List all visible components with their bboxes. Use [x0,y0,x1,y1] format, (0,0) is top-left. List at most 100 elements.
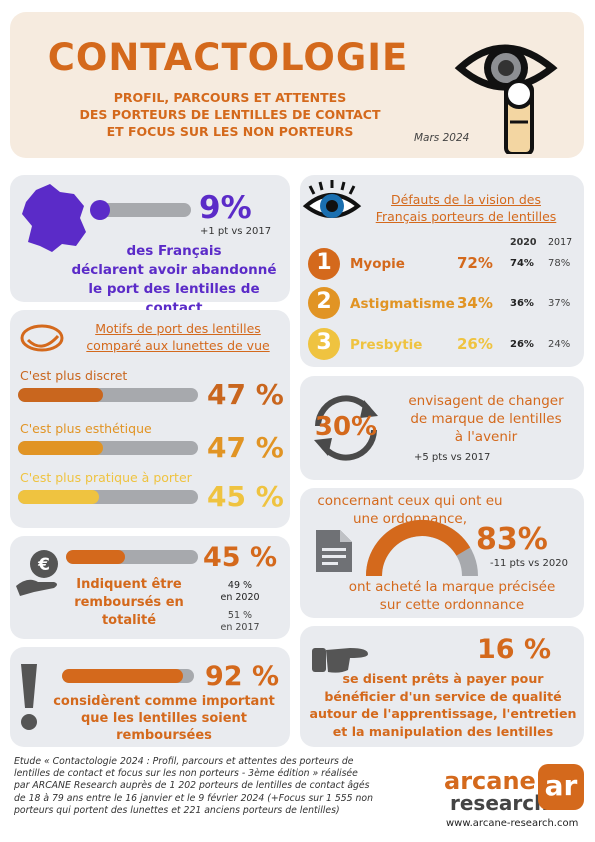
service-text-line: se disent prêts à payer pour [342,671,544,686]
france-map-icon [22,184,86,252]
pointing-hand-icon [312,648,368,673]
important-value: 92 % [205,661,280,692]
page-title: CONTACTOLOGIE [47,36,409,79]
brand-change-value: 30% [314,412,378,442]
vision-year-2017: 2017 [548,237,573,248]
vision-title-line: Défauts de la vision des [391,192,541,207]
important-bar-fill [62,669,184,683]
prescription-delta: -11 pts vs 2020 [490,558,568,569]
vision-rank-badge [308,287,340,319]
reimbursed-2017-line: en 2017 [220,622,260,633]
prescription-text-line: sur cette ordonnance [379,597,525,613]
abandon-text-line: des Français [126,243,222,259]
service-text: se disent prêts à payer pour bénéficier … [304,670,582,740]
vision-value: 34% [457,294,493,312]
service-text-line: bénéficier d'un service de qualité [324,688,562,704]
motif-bar-fill [18,388,103,402]
study-note: Etude « Contactologie 2024 : Profil, par… [14,756,434,817]
abandon-text-line: déclarent avoir abandonné [71,262,277,278]
important-text: considèrent comme important que les lent… [46,693,282,744]
reimbursed-2017-line: 51 % [227,610,253,621]
reimbursed-2020-line: en 2020 [220,592,260,603]
brand-change-card [300,376,584,480]
subtitle-line: DES PORTEURS DE LENTILLES DE CONTACT [79,107,381,122]
document-icon [316,530,352,572]
vision-2017-value: 37% [548,298,571,309]
important-bar [62,669,194,683]
brand-logo-research: research [450,791,549,815]
prescription-gauge-fill [366,520,471,577]
vision-2020-value: 36% [510,298,534,309]
prescription-text-line: ont acheté la marque précisée [348,579,556,595]
study-note-line: lentilles de contact et focus sur les no… [14,768,358,780]
reimbursed-text-line: Indiquent être [76,577,182,592]
brand-website[interactable]: www.arcane-research.com [446,818,579,829]
reimbursed-2020: 49 % en 2020 [210,580,270,604]
service-value: 16 % [477,634,552,665]
motifs-title-line: Motifs de port des lentilles [95,321,261,336]
euro-hand-icon: € [16,550,58,596]
header-date: Mars 2024 [414,132,470,144]
eye-icon [302,180,362,218]
reimbursed-text-line: remboursés en totalité [74,595,184,628]
motif-label: C'est plus esthétique [20,421,152,436]
abandon-text: des Français déclarent avoir abandonné l… [60,242,288,318]
brand-change-text: envisagent de changer de marque de lenti… [392,392,580,446]
motif-bar [18,490,198,504]
study-note-line: Etude « Contactologie 2024 : Profil, par… [14,756,354,767]
study-note-line: porteurs qui portent des lunettes et 221… [14,804,340,816]
motif-value: 45 % [207,480,284,513]
subtitle-line: PROFIL, PARCOURS ET ATTENTES [113,90,347,105]
service-text-line: et la manipulation des lentilles [332,723,554,739]
motif-bar [18,441,198,455]
motif-bar-fill [18,441,103,455]
page-subtitle: PROFIL, PARCOURS ET ATTENTES DES PORTEUR… [40,89,420,140]
vision-2020-value: 26% [510,339,534,350]
study-note-line: de 18 à 79 ans entre le 16 janvier et le… [14,792,374,804]
prescription-value: 83% [476,522,548,557]
vision-rank: 2 [316,289,332,314]
svg-text:€: € [37,555,50,575]
brand-change-text-line: de marque de lentilles [410,411,562,427]
vision-2017-value: 78% [548,258,571,269]
vision-label: Presbytie [350,337,423,353]
motif-value: 47 % [207,378,284,411]
vision-title-line: Français porteurs de lentilles [375,209,557,224]
important-card [10,647,290,747]
contact-lens-icon [20,324,64,352]
vision-year-2020: 2020 [510,237,537,248]
prescription-text: ont acheté la marque précisée sur cette … [322,578,582,614]
exclamation-icon [21,664,37,730]
abandon-bar-marker [90,200,110,220]
service-text-line: autour de l'apprentissage, l'entretien [309,706,577,721]
vision-2017-value: 24% [548,339,571,350]
vision-label: Astigmatisme [350,296,455,312]
vision-value: 72% [457,254,493,272]
reimbursed-value: 45 % [203,542,278,573]
reimbursed-2017: 51 % en 2017 [210,610,270,634]
vision-label: Myopie [350,256,405,272]
refresh-cycle-icon [314,395,378,461]
vision-value: 26% [457,335,493,353]
brand-change-delta: +5 pts vs 2017 [414,452,491,463]
important-text-line: que les lentilles soient [80,711,248,726]
motifs-title-line: comparé aux lunettes de vue [86,338,270,353]
prescription-gauge [366,520,478,577]
motif-label: C'est plus discret [20,368,128,383]
reimbursed-bar-fill [66,550,126,564]
vision-rank: 3 [316,330,332,355]
contact-lens-eye-icon [454,44,558,154]
brand-change-text-line: envisagent de changer [408,393,564,409]
reimbursed-text: Indiquent être remboursés en totalité [58,576,200,630]
reimbursed-bar [66,550,198,564]
important-text-line: remboursées [116,728,212,743]
brand-change-text-line: à l'avenir [454,429,518,445]
prescription-intro: concernant ceux qui ont eu une ordonnanc… [306,492,514,528]
reimbursed-2020-line: 49 % [227,580,253,591]
subtitle-line: ET FOCUS SUR LES NON PORTEURS [106,124,354,139]
motif-bar [18,388,198,402]
important-text-line: considèrent comme important [53,694,275,709]
prescription-intro-line: concernant ceux qui ont eu [317,493,503,509]
brand-logo-arcane: arcane [444,767,536,795]
vision-rank: 1 [316,250,332,275]
